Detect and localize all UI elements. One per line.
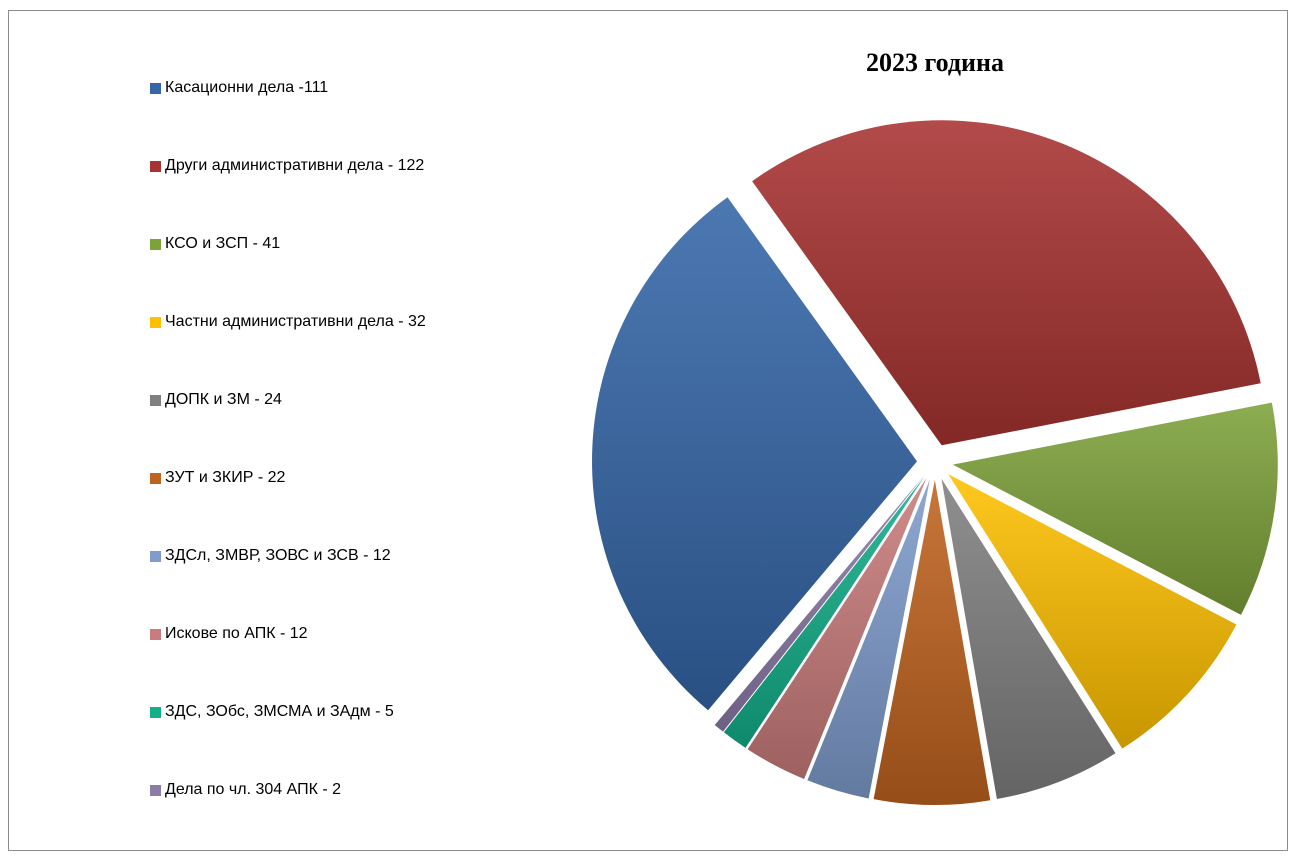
legend-label: ЗДСл, ЗМВР, ЗОВС и ЗСВ - 12 xyxy=(165,547,391,564)
legend-swatch xyxy=(150,316,161,328)
legend-item: Дела по чл. 304 АПК - 2 xyxy=(150,780,341,800)
legend-item: ЗДСл, ЗМВР, ЗОВС и ЗСВ - 12 xyxy=(150,546,391,566)
legend-label: Дела по чл. 304 АПК - 2 xyxy=(165,781,342,798)
legend-label: ЗДС, ЗОбс, ЗМСМА и ЗАдм - 5 xyxy=(165,703,394,720)
pie-slice xyxy=(747,477,927,779)
legend-item: Други административни дела - 122 xyxy=(150,156,424,176)
legend-label: ЗУТ и ЗКИР - 22 xyxy=(165,469,286,486)
legend-item: Искове по АПК - 12 xyxy=(150,624,308,644)
legend-label: Искове по АПК - 12 xyxy=(165,625,308,642)
legend-item: Частни административни дела - 32 xyxy=(150,312,426,332)
legend-label: ДОПК и ЗМ - 24 xyxy=(165,391,282,408)
legend-swatch xyxy=(150,550,161,562)
legend-swatch xyxy=(150,628,161,640)
legend-label: Други административни дела - 122 xyxy=(165,157,425,174)
legend-item: ЗДС, ЗОбс, ЗМСМА и ЗАдм - 5 xyxy=(150,702,394,722)
pie-slice xyxy=(941,478,1116,800)
legend-swatch xyxy=(150,394,161,406)
legend-label: КСО и ЗСП - 41 xyxy=(165,235,281,252)
pie-slice xyxy=(807,479,930,799)
pie-slice xyxy=(714,475,924,732)
pie-slice xyxy=(723,476,925,748)
legend-swatch xyxy=(150,160,161,172)
legend-item: Касационни дела -111 xyxy=(150,78,328,98)
legend-swatch xyxy=(150,706,161,718)
legend-item: ДОПК и ЗМ - 24 xyxy=(150,390,282,410)
legend-swatch xyxy=(150,238,161,250)
pie-slice xyxy=(952,402,1278,615)
legend-item: КСО и ЗСП - 41 xyxy=(150,234,280,254)
legend-swatch xyxy=(150,784,161,796)
pie-slice xyxy=(873,480,991,806)
legend-label: Частни административни дела - 32 xyxy=(165,313,426,330)
chart-title: 2023 година xyxy=(865,48,1005,77)
pie-slice xyxy=(592,197,918,711)
legend-item: ЗУТ и ЗКИР - 22 xyxy=(150,468,285,488)
pie-slice xyxy=(948,474,1237,749)
legend-label: Касационни дела -111 xyxy=(165,79,329,96)
legend-swatch xyxy=(150,472,161,484)
pie-slice xyxy=(752,120,1261,446)
legend-swatch xyxy=(150,82,161,94)
